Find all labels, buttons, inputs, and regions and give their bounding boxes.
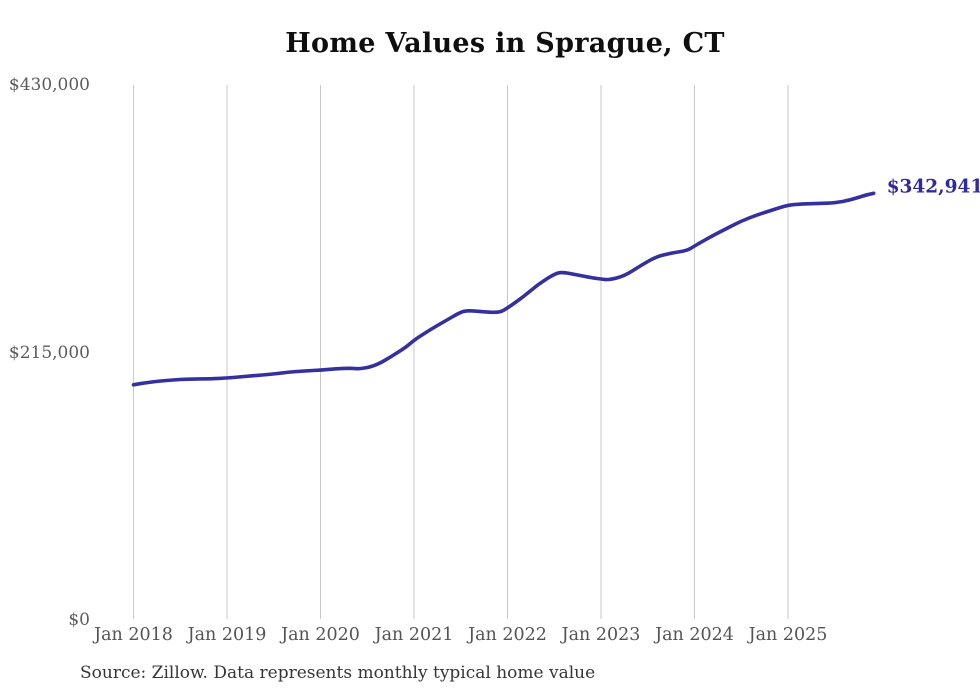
x-axis-tick-label: Jan 2025 <box>748 625 828 645</box>
x-axis-tick-label: Jan 2020 <box>281 625 360 645</box>
chart-title: Home Values in Sprague, CT <box>285 28 725 59</box>
source-note: Source: Zillow. Data represents monthly … <box>80 663 596 683</box>
x-axis-tick-label: Jan 2024 <box>655 625 734 645</box>
y-axis-tick-label: $0 <box>68 610 90 630</box>
end-value-label: $342,941 <box>886 176 980 198</box>
home-value-line <box>131 191 876 387</box>
x-axis-tick-label: Jan 2022 <box>468 625 547 645</box>
x-axis-tick-label: Jan 2018 <box>94 625 173 645</box>
y-axis-tick-label: $215,000 <box>8 342 90 363</box>
x-axis-tick-label: Jan 2019 <box>187 625 267 645</box>
y-axis-tick-label: $430,000 <box>8 75 90 95</box>
x-axis-tick-label: Jan 2021 <box>374 625 454 645</box>
x-axis-tick-label: Jan 2023 <box>561 625 641 645</box>
